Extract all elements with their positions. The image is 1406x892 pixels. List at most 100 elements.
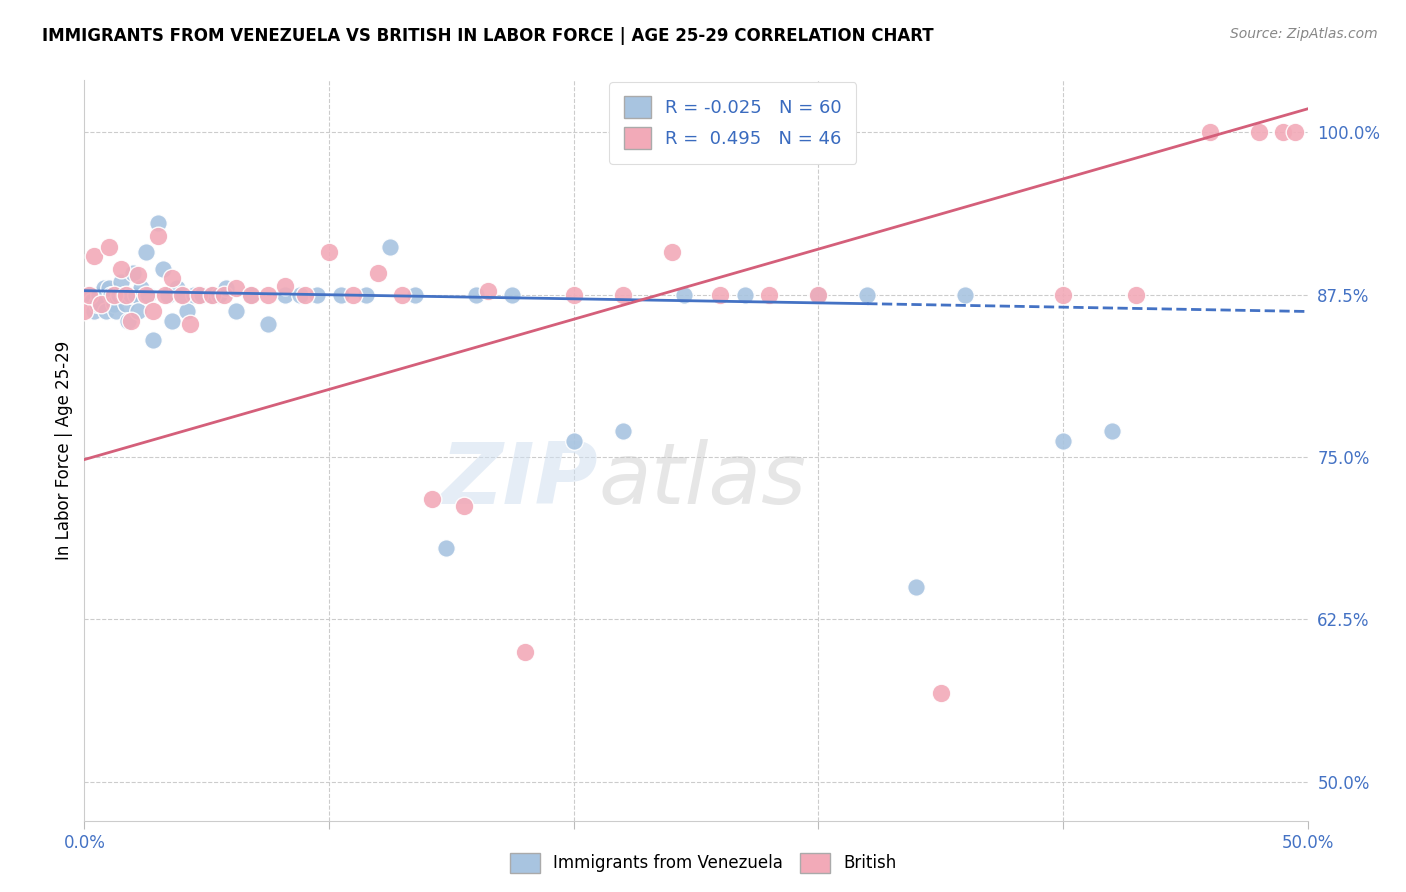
Point — [77, 287, 100, 301]
Point — [562, 434, 585, 449]
Point — [391, 287, 413, 301]
Text: IMMIGRANTS FROM VENEZUELA VS BRITISH IN LABOR FORCE | AGE 25-29 CORRELATION CHAR: IMMIGRANTS FROM VENEZUELA VS BRITISH IN … — [42, 27, 934, 45]
Point — [420, 491, 443, 506]
Point — [200, 287, 222, 301]
Point — [1125, 287, 1147, 301]
Point — [129, 281, 152, 295]
Point — [436, 541, 458, 555]
Point — [110, 261, 132, 276]
Point — [225, 304, 247, 318]
Point — [80, 294, 103, 309]
Point — [97, 281, 120, 295]
Point — [90, 296, 112, 310]
Point — [1272, 125, 1295, 139]
Point — [929, 686, 952, 700]
Point — [807, 287, 830, 301]
Point — [318, 244, 340, 259]
Legend: R = -0.025   N = 60, R =  0.495   N = 46: R = -0.025 N = 60, R = 0.495 N = 46 — [609, 82, 856, 164]
Point — [117, 313, 139, 327]
Point — [188, 287, 211, 301]
Point — [215, 281, 238, 295]
Point — [612, 424, 634, 438]
Point — [239, 287, 262, 301]
Point — [1052, 434, 1074, 449]
Point — [404, 287, 426, 301]
Point — [77, 287, 100, 301]
Point — [153, 287, 176, 301]
Point — [90, 296, 112, 310]
Point — [672, 287, 695, 301]
Point — [183, 287, 205, 301]
Point — [112, 287, 135, 301]
Point — [122, 266, 145, 280]
Point — [354, 287, 377, 301]
Point — [477, 284, 499, 298]
Point — [953, 287, 976, 301]
Point — [97, 239, 120, 253]
Point — [136, 287, 159, 301]
Point — [127, 304, 149, 318]
Point — [1284, 125, 1306, 139]
Point — [83, 249, 105, 263]
Point — [208, 287, 231, 301]
Point — [166, 281, 188, 295]
Point — [758, 287, 780, 301]
Point — [274, 278, 297, 293]
Point — [562, 287, 585, 301]
Point — [107, 287, 129, 301]
Point — [239, 287, 262, 301]
Point — [612, 287, 634, 301]
Point — [162, 313, 184, 327]
Point — [225, 281, 247, 295]
Point — [105, 304, 128, 318]
Point — [103, 296, 125, 310]
Point — [120, 287, 142, 301]
Point — [905, 580, 928, 594]
Point — [709, 287, 731, 301]
Point — [172, 287, 194, 301]
Point — [191, 287, 214, 301]
Point — [179, 318, 201, 332]
Point — [367, 266, 389, 280]
Point — [342, 287, 364, 301]
Point — [135, 287, 157, 301]
Point — [1198, 125, 1220, 139]
Point — [93, 281, 115, 295]
Point — [380, 239, 402, 253]
Point — [464, 287, 486, 301]
Point — [807, 287, 830, 301]
Point — [115, 296, 138, 310]
Point — [274, 287, 297, 301]
Point — [1052, 287, 1074, 301]
Point — [83, 304, 105, 318]
Point — [125, 287, 148, 301]
Point — [172, 287, 194, 301]
Point — [135, 244, 157, 259]
Point — [330, 287, 353, 301]
Point — [661, 244, 683, 259]
Point — [453, 500, 475, 514]
Y-axis label: In Labor Force | Age 25-29: In Labor Force | Age 25-29 — [55, 341, 73, 560]
Point — [212, 287, 235, 301]
Point — [513, 645, 536, 659]
Point — [100, 287, 122, 301]
Point — [115, 287, 138, 301]
Point — [305, 287, 328, 301]
Point — [502, 287, 524, 301]
Legend: Immigrants from Venezuela, British: Immigrants from Venezuela, British — [503, 847, 903, 880]
Point — [120, 313, 142, 327]
Point — [734, 287, 756, 301]
Point — [257, 287, 280, 301]
Point — [142, 333, 165, 347]
Point — [142, 304, 165, 318]
Point — [200, 287, 222, 301]
Point — [110, 275, 132, 289]
Point — [96, 304, 118, 318]
Point — [146, 216, 169, 230]
Point — [1101, 424, 1123, 438]
Point — [162, 270, 184, 285]
Point — [103, 287, 125, 301]
Text: Source: ZipAtlas.com: Source: ZipAtlas.com — [1230, 27, 1378, 41]
Point — [73, 304, 96, 318]
Point — [288, 287, 311, 301]
